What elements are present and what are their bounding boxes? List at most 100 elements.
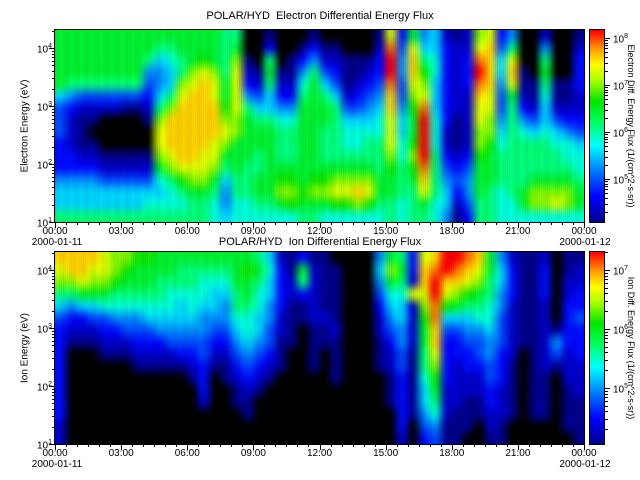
ion-y-axis-label: Ion Energy (eV): [19, 312, 31, 384]
electron-colorbar-canvas: [590, 30, 604, 222]
tick-mark: [605, 346, 608, 348]
tick-mark: [605, 99, 608, 101]
tick-mark: [605, 405, 608, 407]
x-tick-label: 00:00: [42, 448, 68, 459]
tick-mark: [605, 270, 610, 271]
tick-mark: [605, 139, 608, 141]
electron-spectrogram-plot: [54, 29, 585, 223]
tick-mark: [605, 197, 608, 199]
tick-mark: [605, 89, 608, 91]
electron-colorbar: [589, 29, 605, 223]
tick-mark: [605, 401, 608, 403]
electron-colorbar-label: Electron Diff. Energy Flux (1/(cm^2-s-sr…: [626, 44, 636, 208]
x-tick-label: 00:00: [571, 448, 597, 459]
ion-colorbar-label: Ion Diff. Energy Flux (1/(cm^2-s-sr)): [626, 276, 636, 420]
tick-mark: [605, 189, 608, 191]
electron-panel-title: POLAR/HYD Electron Differential Energy F…: [206, 10, 434, 22]
tick-mark: [605, 45, 608, 47]
tick-mark: [605, 293, 608, 295]
x-tick-label: 00:00: [571, 226, 597, 237]
tick-mark: [605, 211, 608, 213]
x-tick-label: 06:00: [174, 226, 200, 237]
tick-mark: [605, 193, 608, 195]
ion-colorbar-canvas: [590, 252, 604, 444]
ion-spectrogram-plot: [54, 251, 585, 445]
tick-mark: [605, 85, 610, 86]
tick-mark: [605, 156, 608, 158]
tick-mark: [605, 311, 608, 313]
tick-mark: [605, 338, 608, 340]
tick-mark: [605, 342, 608, 344]
tick-mark: [605, 87, 608, 89]
tick-mark: [605, 393, 608, 395]
end-date-label: 2000-01-12: [559, 459, 611, 470]
tick-mark: [605, 397, 608, 399]
start-date-label: 2000-01-11: [31, 459, 83, 470]
tick-mark: [605, 390, 608, 392]
tick-mark: [605, 52, 608, 54]
tick-mark: [605, 300, 608, 302]
x-tick-label: 12:00: [306, 448, 333, 459]
tick-mark: [605, 418, 608, 420]
tick-mark: [605, 92, 608, 94]
tick-mark: [605, 103, 608, 105]
tick-mark: [605, 334, 608, 336]
x-tick-label: 06:00: [174, 448, 200, 459]
colorbar-tick-label: 108: [613, 33, 629, 46]
tick-mark: [605, 203, 608, 205]
tick-mark: [605, 117, 608, 119]
tick-mark: [605, 272, 608, 274]
y-tick-label: 104: [36, 43, 52, 56]
tick-mark: [605, 134, 608, 136]
x-tick-label: 18:00: [439, 226, 465, 237]
tick-mark: [605, 411, 608, 413]
tick-mark: [605, 279, 608, 281]
ion-panel-title: POLAR/HYD Ion Differential Energy Flux: [218, 236, 422, 248]
x-tick-label: 03:00: [108, 226, 134, 237]
tick-mark: [605, 252, 608, 254]
y-tick-label: 101: [36, 217, 52, 230]
tick-mark: [605, 48, 608, 50]
tick-mark: [605, 150, 608, 152]
x-tick-label: 21:00: [505, 226, 531, 237]
x-tick-label: 00:00: [42, 226, 68, 237]
tick-mark: [605, 146, 608, 148]
x-tick-label: 15:00: [373, 448, 399, 459]
tick-mark: [605, 352, 608, 354]
tick-mark: [605, 62, 608, 64]
tick-mark: [605, 132, 610, 133]
tick-mark: [605, 359, 608, 361]
tick-mark: [605, 275, 608, 277]
tick-mark: [605, 56, 608, 58]
tick-mark: [605, 109, 608, 111]
tick-mark: [605, 40, 608, 42]
ion-spectrogram-canvas: [55, 252, 584, 444]
tick-mark: [605, 181, 608, 183]
end-date-label: 2000-01-12: [559, 237, 611, 248]
ion-colorbar: [589, 251, 605, 445]
tick-mark: [605, 179, 610, 180]
tick-mark: [605, 186, 608, 188]
y-tick-label: 101: [36, 439, 52, 452]
tick-mark: [605, 429, 608, 431]
x-tick-label: 09:00: [240, 448, 266, 459]
tick-mark: [605, 164, 608, 166]
tick-mark: [605, 42, 608, 44]
electron-y-axis-label: Electron Energy (eV): [19, 79, 31, 173]
tick-mark: [605, 388, 610, 389]
tick-mark: [605, 283, 608, 285]
tick-mark: [605, 287, 608, 289]
tick-mark: [605, 183, 608, 185]
tick-mark: [605, 136, 608, 138]
y-tick-label: 104: [36, 265, 52, 278]
tick-mark: [605, 329, 610, 330]
x-tick-label: 21:00: [505, 448, 531, 459]
tick-mark: [605, 370, 608, 372]
tick-mark: [605, 38, 610, 39]
tick-mark: [605, 142, 608, 144]
x-tick-label: 18:00: [439, 448, 465, 459]
tick-mark: [605, 95, 608, 97]
tick-mark: [605, 331, 608, 333]
start-date-label: 2000-01-11: [31, 237, 83, 248]
